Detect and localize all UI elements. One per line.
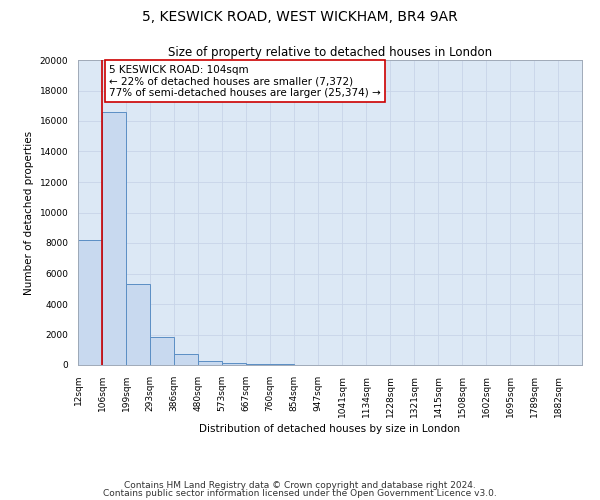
Title: Size of property relative to detached houses in London: Size of property relative to detached ho… bbox=[168, 46, 492, 59]
Bar bbox=[126, 284, 150, 365]
Bar bbox=[174, 354, 198, 365]
Bar bbox=[270, 364, 294, 365]
X-axis label: Distribution of detached houses by size in London: Distribution of detached houses by size … bbox=[199, 424, 461, 434]
Bar bbox=[102, 112, 126, 365]
Text: 5, KESWICK ROAD, WEST WICKHAM, BR4 9AR: 5, KESWICK ROAD, WEST WICKHAM, BR4 9AR bbox=[142, 10, 458, 24]
Bar bbox=[150, 337, 174, 365]
Bar bbox=[222, 363, 246, 365]
Y-axis label: Number of detached properties: Number of detached properties bbox=[24, 130, 34, 294]
Bar bbox=[198, 360, 222, 365]
Text: Contains public sector information licensed under the Open Government Licence v3: Contains public sector information licen… bbox=[103, 488, 497, 498]
Text: 5 KESWICK ROAD: 104sqm
← 22% of detached houses are smaller (7,372)
77% of semi-: 5 KESWICK ROAD: 104sqm ← 22% of detached… bbox=[109, 64, 381, 98]
Bar bbox=[246, 364, 270, 365]
Bar bbox=[78, 240, 102, 365]
Text: Contains HM Land Registry data © Crown copyright and database right 2024.: Contains HM Land Registry data © Crown c… bbox=[124, 481, 476, 490]
